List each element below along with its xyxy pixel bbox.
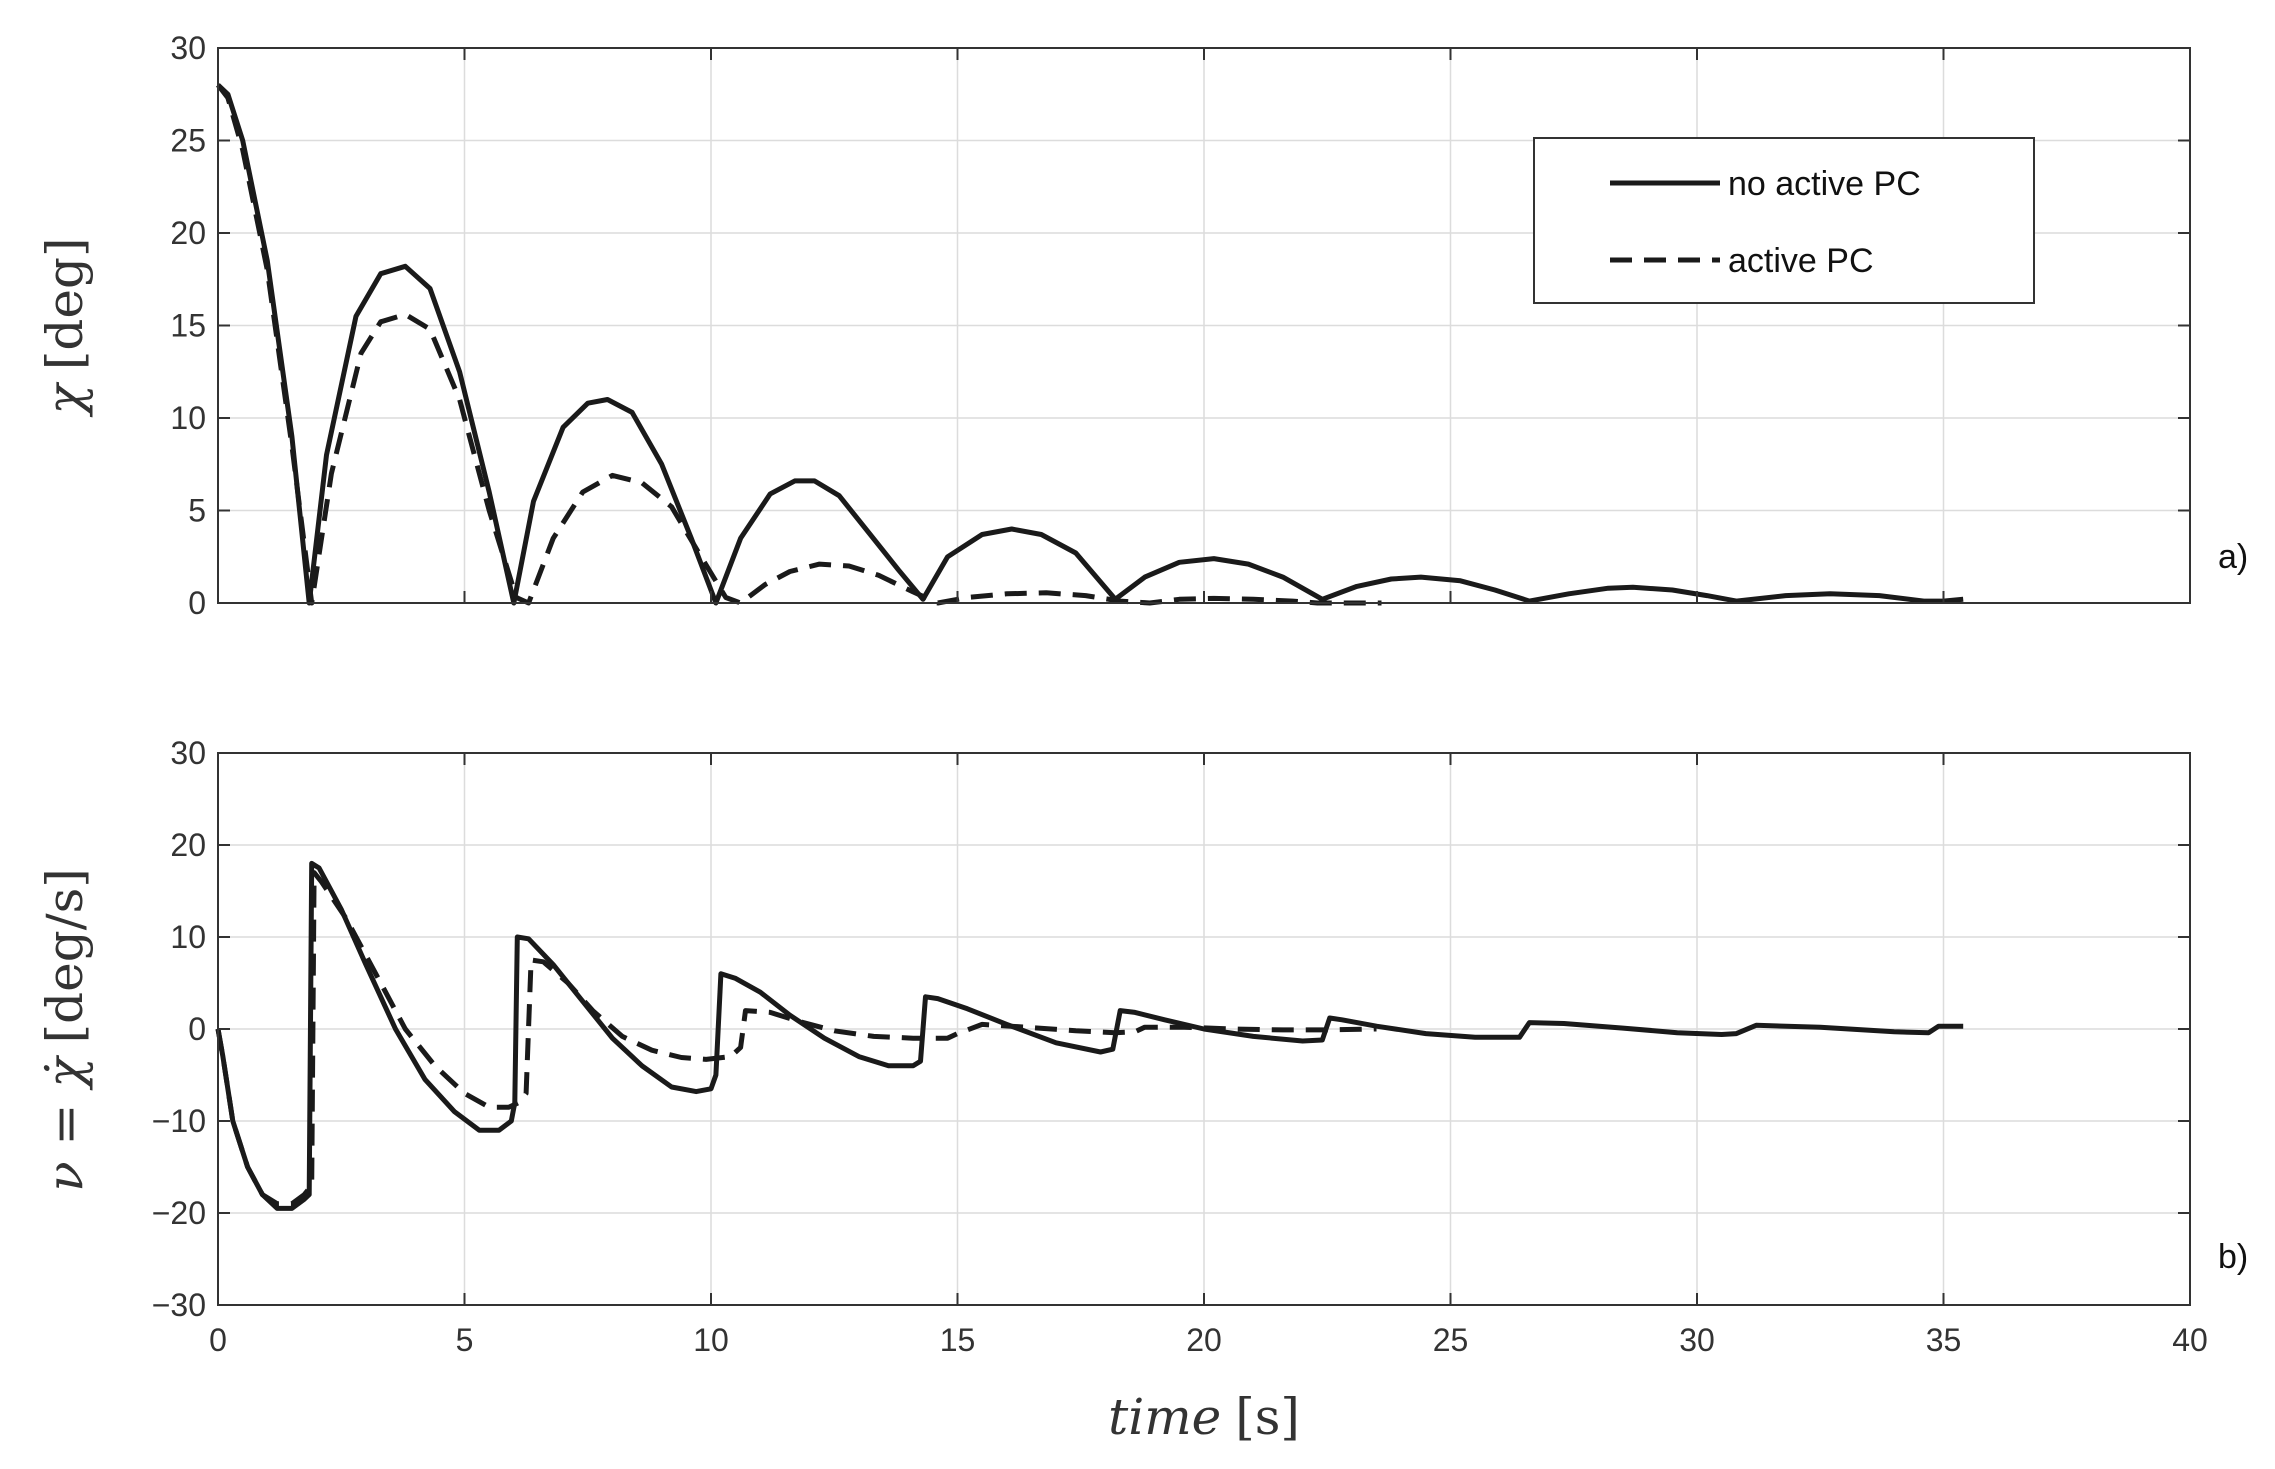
panel-b-ytick-label: −20 (152, 1195, 206, 1231)
panel-b-xtick-label: 40 (2172, 1322, 2208, 1358)
x-axis-title: time [s] (1108, 1388, 1300, 1446)
panel-b-xtick-label: 10 (693, 1322, 729, 1358)
panel-a-ylabel: χ [deg] (36, 238, 94, 418)
legend-box (1533, 137, 2035, 304)
panel-a-ticks: 0 5 10 15 20 25 30 (170, 30, 2191, 621)
panel-b-xtick-label: 5 (456, 1322, 474, 1358)
panel-b-series-active-pc (215, 870, 1377, 1207)
panel-a-ytick-label: 10 (170, 400, 206, 436)
panel-a-ytick-label: 20 (170, 215, 206, 251)
panel-b-xtick-label: 0 (209, 1322, 227, 1358)
legend-entry-active-pc: active PC (1728, 242, 1874, 280)
panel-b-label: b) (2218, 1238, 2248, 1276)
panel-b-series (215, 860, 1964, 1211)
legend: no active PC active PC (1533, 137, 2035, 304)
panel-b-ytick-label: 30 (170, 735, 206, 771)
panel-b-xtick-label: 15 (940, 1322, 976, 1358)
panel-b-ytick-label: 10 (170, 919, 206, 955)
panel-a-ytick-label: 0 (188, 585, 206, 621)
panel-a-ylabel-unit: [deg] (36, 238, 94, 371)
panel-a-label: a) (2218, 538, 2248, 576)
panel-a-ytick-label: 15 (170, 308, 206, 344)
panel-a-ytick-label: 25 (170, 123, 206, 159)
panel-b-ylabel-unit: [deg/s] (36, 868, 94, 1043)
panel-a-ytick-label: 30 (170, 30, 206, 66)
panel-b-ytick-label: 20 (170, 827, 206, 863)
panel-b-xtick-label: 25 (1433, 1322, 1469, 1358)
panel-a-ytick-label: 5 (188, 493, 206, 529)
panel-b-ytick-label: −30 (152, 1287, 206, 1323)
panel-b-ylabel: ν = χ̇ [deg/s] (36, 868, 94, 1192)
panel-b-ytick-label: 0 (188, 1011, 206, 1047)
panel-a-ylabel-symbol: χ (36, 381, 94, 417)
legend-entry-no-active-pc: no active PC (1728, 165, 1921, 203)
panel-b-ytick-label: −10 (152, 1103, 206, 1139)
panel-a-series-no-active-pc (216, 83, 1964, 606)
panel-b-xtick-label: 35 (1926, 1322, 1962, 1358)
panel-b-ylabel-symbol: ν = χ̇ (36, 1055, 94, 1192)
panel-b-plot: 0 5 10 15 20 25 30 35 40 −30 −20 −10 0 10 20 30 b) ν = … (36, 735, 2248, 1358)
panel-b-series-no-active-pc (215, 860, 1964, 1211)
panel-b-ticks: 0 5 10 15 20 25 30 35 40 −30 −20 −10 0 10 20 30 (152, 735, 2208, 1358)
panel-a-plot: 0 5 10 15 20 25 30 no active PC active PC a) χ… (36, 30, 2248, 621)
x-axis-title-word: time (1108, 1388, 1221, 1446)
panel-b-xtick-label: 20 (1186, 1322, 1222, 1358)
x-axis-title-unit: [s] (1235, 1388, 1300, 1446)
panel-b-xtick-label: 30 (1679, 1322, 1715, 1358)
